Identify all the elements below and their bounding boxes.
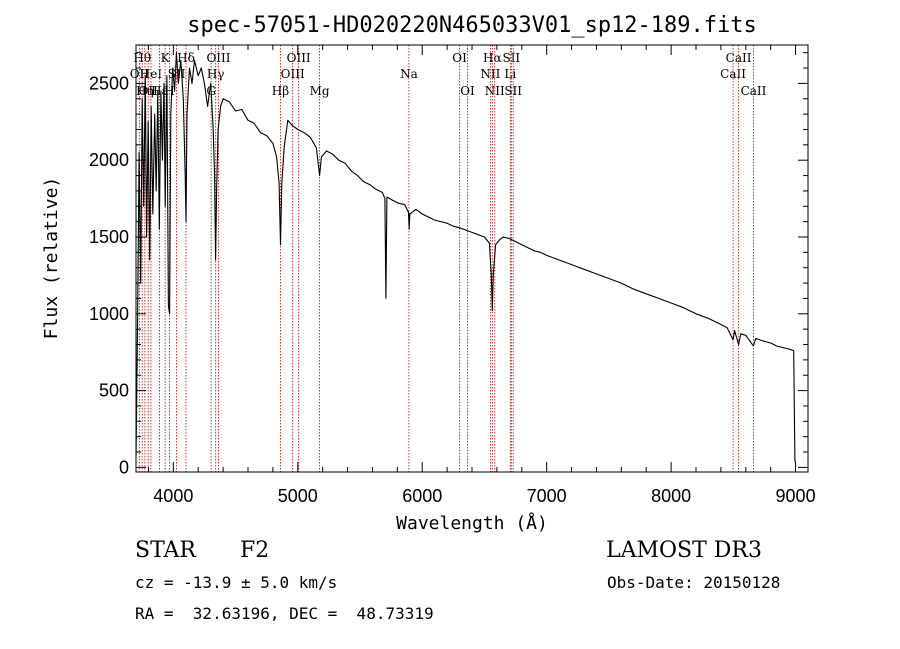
spectrum-line [135, 52, 797, 465]
line-marker-label: SII [504, 84, 522, 98]
y-axis-label: Flux (relative) [41, 177, 62, 340]
line-marker-label: NII [485, 84, 505, 98]
line-marker-label: OII [139, 84, 159, 98]
line-marker-label: HeI [140, 67, 163, 81]
line-marker-label: Na [400, 67, 418, 81]
line-marker-label: SII [168, 67, 186, 81]
spectral-subclass: F2 [240, 538, 270, 563]
coordinates: RA = 32.63196, DEC = 48.73319 [135, 604, 434, 623]
chart-title: spec-57051-HD020220N465033V01_sp12-189.f… [187, 13, 757, 38]
line-marker-label: Hθ [133, 51, 151, 65]
line-marker-label: OIII [287, 51, 311, 65]
line-marker-label: OIII [281, 67, 305, 81]
y-tick-label: 0 [119, 457, 129, 477]
obs-date: Obs-Date: 20150128 [607, 573, 781, 592]
y-tick-label: 1000 [89, 304, 129, 324]
axis-ticks: 4000 5000 6000 7000 8000 9000 0 500 1000 1500 2000… [89, 45, 816, 506]
line-marker-label: Hα [483, 51, 502, 65]
object-class: STAR [135, 538, 196, 563]
line-marker-label: Hδ [177, 51, 195, 65]
x-tick-label: 8000 [651, 486, 691, 506]
x-tick-label: 9000 [776, 486, 816, 506]
line-marker-label: OIII [206, 51, 230, 65]
line-marker-label: Hβ [272, 84, 289, 98]
line-marker-label: SII [502, 51, 520, 65]
x-tick-label: 5000 [278, 486, 318, 506]
line-marker-label: H [164, 84, 174, 98]
line-marker-label: CaII [726, 51, 752, 65]
line-marker-label: OI [452, 51, 467, 65]
y-tick-label: 2500 [89, 73, 129, 93]
line-marker-label: Li [504, 67, 516, 81]
plot-frame [135, 44, 809, 473]
line-marker-label: NII [480, 67, 500, 81]
y-tick-label: 500 [99, 381, 129, 401]
line-markers: OIIHθHηOIIHeIHεKHSIIHδGHγOIIIHβOIIIOIIIM… [130, 45, 767, 472]
line-marker-label: OI [460, 84, 475, 98]
y-tick-label: 2000 [89, 150, 129, 170]
x-axis-label: Wavelength (Å) [396, 512, 548, 534]
redshift-text: cz = -13.9 ± 5.0 km/s [135, 573, 338, 592]
survey-name: LAMOST DR3 [606, 538, 762, 563]
x-tick-label: 6000 [402, 486, 442, 506]
x-tick-label: 4000 [153, 486, 193, 506]
line-marker-label: CaII [720, 67, 746, 81]
spectrum-series [135, 52, 797, 465]
x-tick-label: 7000 [527, 486, 567, 506]
line-marker-label: OII [130, 67, 150, 81]
line-marker-label: CaII [741, 84, 767, 98]
line-marker-label: Mg [310, 84, 330, 98]
line-marker-label: Hγ [207, 67, 225, 81]
y-tick-label: 1500 [89, 227, 129, 247]
line-marker-label: K [161, 51, 171, 65]
